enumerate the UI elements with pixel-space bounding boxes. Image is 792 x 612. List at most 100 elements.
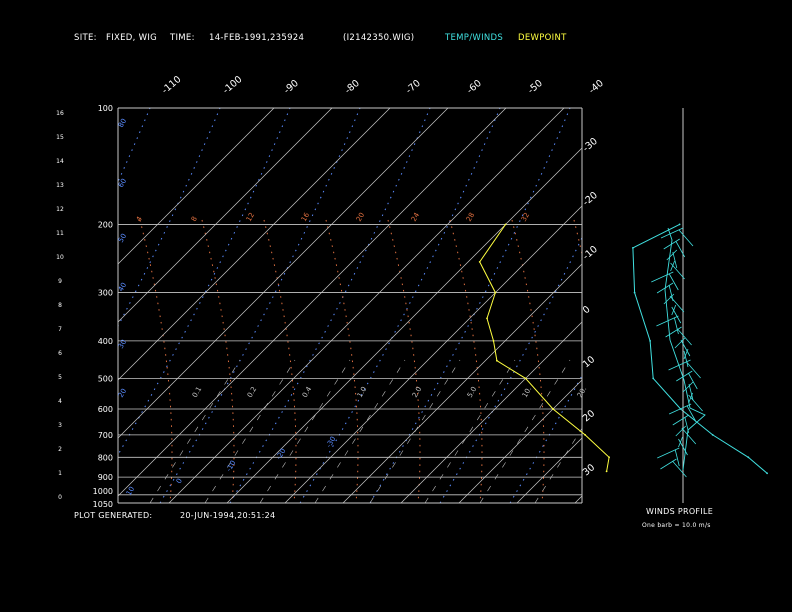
pressure-label: 600 xyxy=(98,405,113,414)
pressure-label: 500 xyxy=(98,374,113,383)
dry-adiabat-label: 0 xyxy=(175,477,184,485)
dewpoint-point xyxy=(494,291,497,294)
wind-barb xyxy=(672,414,689,426)
wind-barb xyxy=(675,425,687,437)
mixing-ratio-label: 1.0 xyxy=(356,385,368,399)
wind-barb xyxy=(674,449,680,467)
wind-barb xyxy=(688,383,694,401)
wind-barb xyxy=(687,372,698,390)
isotherm-label: 20 xyxy=(581,408,597,424)
moist-adiabat-line xyxy=(201,219,235,503)
wind-barb xyxy=(670,260,675,272)
plot-generated-label: PLOT GENERATED: xyxy=(74,511,153,520)
mixing-ratio-line xyxy=(369,359,461,503)
isotherm-label: 0 xyxy=(581,304,593,316)
wind-barb-shaft xyxy=(664,227,706,471)
dry-adiabat-label: -20 xyxy=(275,447,288,461)
dry-adiabat-line xyxy=(0,108,80,503)
isotherm-label: -110 xyxy=(160,74,184,96)
wind-barb xyxy=(666,249,678,261)
dry-adiabat-label: -30 xyxy=(325,435,338,449)
dry-adiabat-label: 50 xyxy=(117,232,128,244)
moist-adiabat-line xyxy=(449,219,483,503)
wind-barb xyxy=(688,394,703,412)
wind-barb xyxy=(675,240,686,258)
moist-adiabat-line xyxy=(263,219,297,503)
mixing-ratio-label: 0.1 xyxy=(191,385,203,399)
mixing-ratio-line xyxy=(479,359,571,503)
winds-profile-title: WINDS PROFILE xyxy=(646,507,714,516)
mixing-ratio-label: 5.0 xyxy=(466,385,478,399)
wind-barb xyxy=(677,328,692,346)
wind-barb xyxy=(669,295,685,313)
isotherm-line xyxy=(749,108,792,503)
moist-adiabat-label: 20 xyxy=(355,211,366,223)
isotherm-label: -50 xyxy=(526,78,545,96)
wind-barb xyxy=(672,460,687,478)
dry-adiabat-label: 10 xyxy=(125,485,136,497)
dry-adiabat-line xyxy=(118,108,221,328)
moist-adiabat-label: 4 xyxy=(135,215,144,223)
isotherm-line xyxy=(342,263,582,503)
pressure-label: 300 xyxy=(98,289,113,298)
dewpoint-point xyxy=(605,470,608,473)
dry-adiabat-label: 60 xyxy=(117,177,128,189)
wind-barb xyxy=(686,361,701,379)
wind-barb xyxy=(682,381,694,393)
wind-barb xyxy=(678,438,688,456)
dry-adiabat-label: -10 xyxy=(225,459,238,473)
height-tick-label: 3 xyxy=(58,422,62,429)
wind-barb xyxy=(680,339,691,357)
isotherm-line xyxy=(118,108,449,439)
mixing-ratio-line xyxy=(259,359,351,503)
isotherm-line xyxy=(118,108,507,497)
pressure-label: 1050 xyxy=(93,500,113,509)
dewpoint-trace xyxy=(479,224,610,472)
isotherm-label: -100 xyxy=(221,74,245,96)
temperature-point xyxy=(633,291,636,294)
wind-barb xyxy=(681,427,697,445)
moist-adiabat-label: 16 xyxy=(300,211,312,223)
pressure-label: 400 xyxy=(98,337,113,346)
legend-dew: DEWPOINT xyxy=(518,33,567,43)
moist-adiabat-line xyxy=(387,219,421,503)
temperature-point xyxy=(766,472,768,475)
temperature-point xyxy=(711,434,714,436)
temperature-point xyxy=(649,340,651,342)
wind-barb xyxy=(651,271,674,283)
legend-temp: TEMP/WINDS xyxy=(445,33,504,43)
file-value: (I2142350.WIG) xyxy=(343,33,415,43)
isotherm-label: 10 xyxy=(581,354,597,370)
dry-adiabat-label: 80 xyxy=(117,117,128,129)
dry-adiabat-line xyxy=(118,108,291,456)
temperature-point xyxy=(632,247,634,249)
dewpoint-point xyxy=(552,408,554,410)
dewpoint-point xyxy=(504,223,507,226)
dry-adiabat-line xyxy=(159,108,361,503)
wind-barb xyxy=(676,370,693,382)
isotherm-label: -20 xyxy=(581,190,600,208)
wind-barb xyxy=(657,447,680,459)
height-tick-label: 4 xyxy=(58,398,62,405)
moist-adiabat-label: 28 xyxy=(465,211,476,223)
moist-adiabat-line xyxy=(325,219,359,503)
site-label: SITE: xyxy=(74,33,97,43)
wind-barb xyxy=(670,262,685,280)
moist-adiabat-label: 8 xyxy=(190,215,199,223)
isotherm-line xyxy=(118,108,391,381)
wind-barb xyxy=(683,348,689,360)
dewpoint-point xyxy=(524,377,527,380)
height-tick-label: 14 xyxy=(56,158,64,165)
pressure-label: 900 xyxy=(98,473,113,482)
dry-adiabat-line xyxy=(118,108,151,183)
isotherm-label: -40 xyxy=(587,78,606,96)
dewpoint-point xyxy=(584,434,586,436)
temperature-point xyxy=(652,377,655,380)
pressure-label: 100 xyxy=(98,104,113,113)
mixing-ratio-label: 2.0 xyxy=(411,385,423,399)
height-tick-label: 6 xyxy=(58,350,62,357)
dewpoint-point xyxy=(478,261,481,263)
height-tick-label: 8 xyxy=(58,302,62,309)
isotherm-line xyxy=(691,108,792,503)
